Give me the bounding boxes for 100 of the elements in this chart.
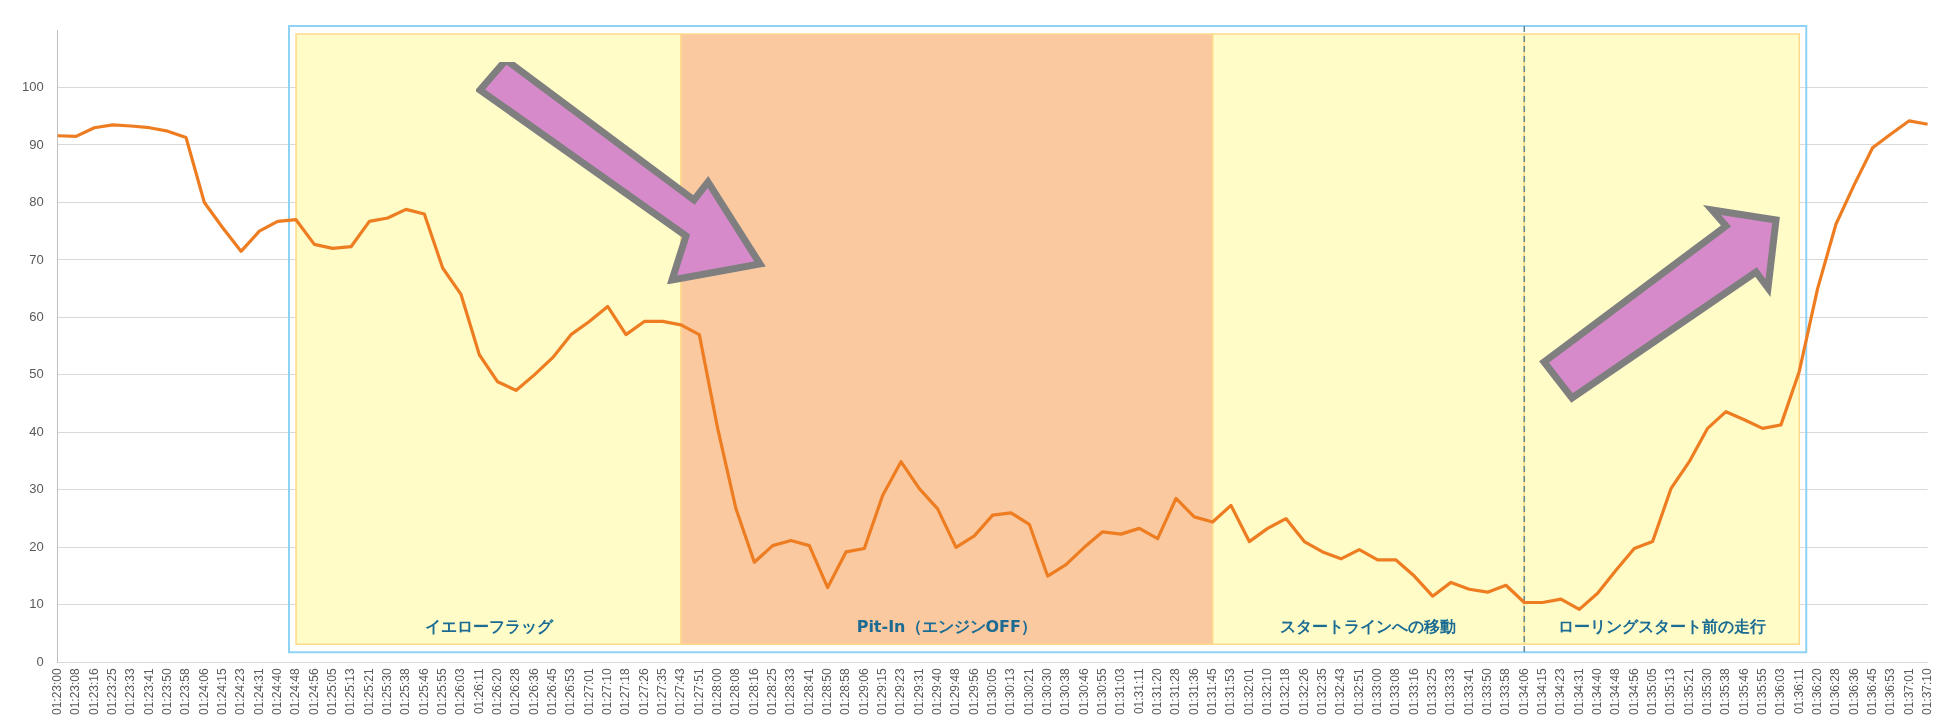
x-tick-label: 01:28:16	[746, 667, 761, 716]
x-tick-label: 01:28:08	[728, 667, 743, 716]
x-tick-label: 01:24:31	[251, 667, 266, 716]
x-tick-label: 01:32:35	[1314, 667, 1329, 716]
x-tick-label: 01:36:20	[1809, 667, 1824, 716]
x-tick-label: 01:31:45	[1204, 667, 1219, 716]
x-tick-label: 01:35:30	[1699, 667, 1714, 716]
x-tick-label: 01:36:53	[1883, 667, 1898, 716]
x-tick-label: 01:27:43	[673, 667, 688, 716]
x-tick-label: 01:26:11	[471, 667, 486, 715]
x-tick-label: 01:27:18	[618, 667, 633, 716]
x-tick-label: 01:23:25	[105, 667, 119, 716]
x-tick-label: 01:35:38	[1718, 667, 1733, 716]
band-label: イエローフラッグ	[424, 617, 554, 637]
x-tick-label: 01:32:01	[1241, 667, 1256, 716]
x-tick-label: 01:28:58	[838, 667, 853, 716]
x-tick-label: 01:34:40	[1589, 667, 1604, 716]
x-tick-label: 01:26:45	[544, 667, 559, 716]
y-tick-label: 30	[29, 481, 44, 497]
x-tick-label: 01:31:11	[1131, 667, 1146, 715]
x-tick-label: 01:30:21	[1021, 667, 1036, 716]
x-tick-label: 01:29:06	[856, 667, 871, 716]
x-tick-label: 01:27:01	[581, 667, 596, 716]
y-tick-label: 0	[36, 653, 44, 669]
x-tick-label: 01:24:15	[214, 667, 229, 716]
x-tick-label: 01:32:18	[1278, 667, 1293, 716]
y-tick-label: 90	[29, 136, 44, 152]
x-tick-label: 01:32:51	[1351, 667, 1366, 716]
x-tick-label: 01:25:55	[434, 667, 449, 716]
y-tick-label: 60	[29, 308, 44, 324]
x-tick-label: 01:24:56	[306, 667, 321, 716]
x-tick-label: 01:24:40	[269, 667, 284, 716]
x-tick-label: 01:30:38	[1058, 667, 1073, 716]
x-tick-label: 01:34:06	[1516, 667, 1531, 716]
x-tick-label: 01:36:11	[1791, 667, 1806, 715]
x-tick-label: 01:29:56	[966, 667, 981, 716]
x-tick-label: 01:23:50	[160, 667, 174, 716]
y-tick-label: 20	[29, 538, 44, 554]
x-tick-label: 01:29:48	[948, 667, 963, 716]
band-label: スタートラインへの移動	[1280, 617, 1457, 637]
x-tick-label: 01:32:43	[1333, 667, 1348, 716]
x-tick-label: 01:33:41	[1461, 667, 1476, 716]
x-tick-label: 01:29:15	[874, 667, 889, 716]
x-tick-label: 01:35:55	[1754, 667, 1769, 716]
y-tick-label: 10	[29, 596, 44, 612]
x-tick-label: 01:25:38	[398, 667, 413, 716]
x-tick-label: 01:28:33	[783, 667, 798, 716]
x-tick-label: 01:34:31	[1571, 667, 1586, 716]
x-tick-label: 01:33:33	[1443, 667, 1458, 716]
x-tick-label: 01:26:28	[508, 667, 523, 716]
band-label: Pit-In（エンジンOFF）	[856, 617, 1037, 637]
x-tick-label: 01:26:20	[489, 667, 504, 716]
x-tick-label: 01:36:28	[1828, 667, 1843, 716]
x-tick-label: 01:28:00	[709, 667, 724, 716]
x-tick-label: 01:34:23	[1553, 667, 1568, 716]
x-tick-label: 01:31:03	[1113, 667, 1128, 716]
y-tick-label: 70	[29, 251, 44, 267]
y-tick-label: 40	[29, 423, 44, 439]
x-tick-label: 01:26:03	[453, 667, 468, 716]
x-tick-label: 01:28:50	[819, 667, 834, 716]
x-tick-label: 01:29:40	[929, 667, 944, 716]
x-tick-label: 01:33:58	[1498, 667, 1513, 716]
x-tick-label: 01:31:53	[1223, 667, 1238, 716]
x-tick-label: 01:34:15	[1534, 667, 1549, 716]
x-tick-label: 01:34:56	[1626, 667, 1641, 716]
x-tick-label: 01:30:05	[984, 667, 999, 716]
x-tick-label: 01:27:35	[654, 667, 669, 716]
x-tick-label: 01:35:05	[1644, 667, 1659, 716]
x-tick-label: 01:35:13	[1663, 667, 1678, 716]
x-tick-label: 01:36:03	[1773, 667, 1788, 716]
x-tick-label: 01:31:36	[1186, 667, 1201, 716]
x-tick-label: 01:25:30	[379, 667, 394, 716]
x-tick-label: 01:24:23	[233, 667, 248, 716]
x-tick-label: 01:25:05	[324, 667, 339, 716]
x-tick-label: 01:25:21	[361, 667, 376, 716]
x-tick-label: 01:33:08	[1388, 667, 1403, 716]
x-tick-label: 01:27:26	[636, 667, 651, 716]
x-tick-label: 01:31:20	[1149, 667, 1164, 716]
x-tick-label: 01:34:48	[1608, 667, 1623, 716]
x-tick-label: 01:30:30	[1039, 667, 1054, 716]
x-tick-label: 01:28:25	[764, 667, 779, 716]
x-tick-label: 01:33:25	[1424, 667, 1439, 716]
band-label: ローリングスタート前の走行	[1557, 617, 1766, 637]
x-tick-label: 01:30:13	[1003, 667, 1018, 716]
x-tick-label: 01:37:01	[1901, 667, 1916, 716]
x-tick-label: 01:35:21	[1681, 667, 1696, 716]
x-tick-label: 01:23:08	[68, 667, 83, 716]
x-tick-label: 01:35:46	[1736, 667, 1751, 716]
x-tick-label: 01:30:55	[1094, 667, 1109, 716]
x-tick-label: 01:33:50	[1479, 667, 1494, 716]
x-tick-label: 01:26:53	[563, 667, 578, 716]
x-tick-label: 01:23:58	[178, 667, 193, 716]
x-tick-label: 01:33:16	[1406, 667, 1421, 716]
y-tick-label: 80	[29, 194, 44, 210]
x-tick-label: 01:32:10	[1259, 667, 1274, 716]
x-tick-label: 01:36:45	[1864, 667, 1879, 716]
x-tick-label: 01:29:23	[893, 667, 908, 716]
x-tick-label: 01:23:16	[86, 667, 101, 716]
y-tick-label: 50	[29, 366, 44, 382]
x-tick-label: 01:24:06	[196, 667, 211, 716]
